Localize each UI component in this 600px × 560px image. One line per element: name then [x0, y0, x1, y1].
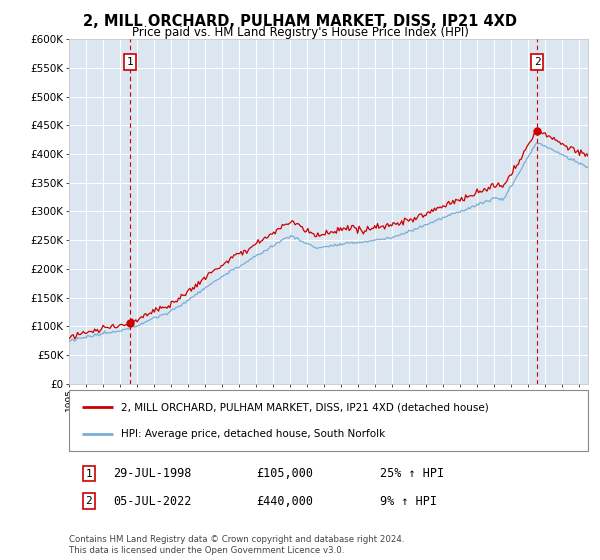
Text: 29-JUL-1998: 29-JUL-1998 [113, 467, 191, 480]
Text: 2, MILL ORCHARD, PULHAM MARKET, DISS, IP21 4XD (detached house): 2, MILL ORCHARD, PULHAM MARKET, DISS, IP… [121, 402, 488, 412]
Text: 9% ↑ HPI: 9% ↑ HPI [380, 494, 437, 508]
Text: Price paid vs. HM Land Registry's House Price Index (HPI): Price paid vs. HM Land Registry's House … [131, 26, 469, 39]
FancyBboxPatch shape [69, 390, 588, 451]
Text: 1: 1 [127, 57, 133, 67]
Text: £440,000: £440,000 [256, 494, 313, 508]
Text: 1: 1 [85, 469, 92, 479]
Text: 05-JUL-2022: 05-JUL-2022 [113, 494, 191, 508]
Text: 2, MILL ORCHARD, PULHAM MARKET, DISS, IP21 4XD: 2, MILL ORCHARD, PULHAM MARKET, DISS, IP… [83, 14, 517, 29]
Text: 2: 2 [85, 496, 92, 506]
Text: 2: 2 [534, 57, 541, 67]
Text: 25% ↑ HPI: 25% ↑ HPI [380, 467, 445, 480]
Text: £105,000: £105,000 [256, 467, 313, 480]
Text: HPI: Average price, detached house, South Norfolk: HPI: Average price, detached house, Sout… [121, 429, 385, 439]
Text: Contains HM Land Registry data © Crown copyright and database right 2024.
This d: Contains HM Land Registry data © Crown c… [69, 535, 404, 554]
